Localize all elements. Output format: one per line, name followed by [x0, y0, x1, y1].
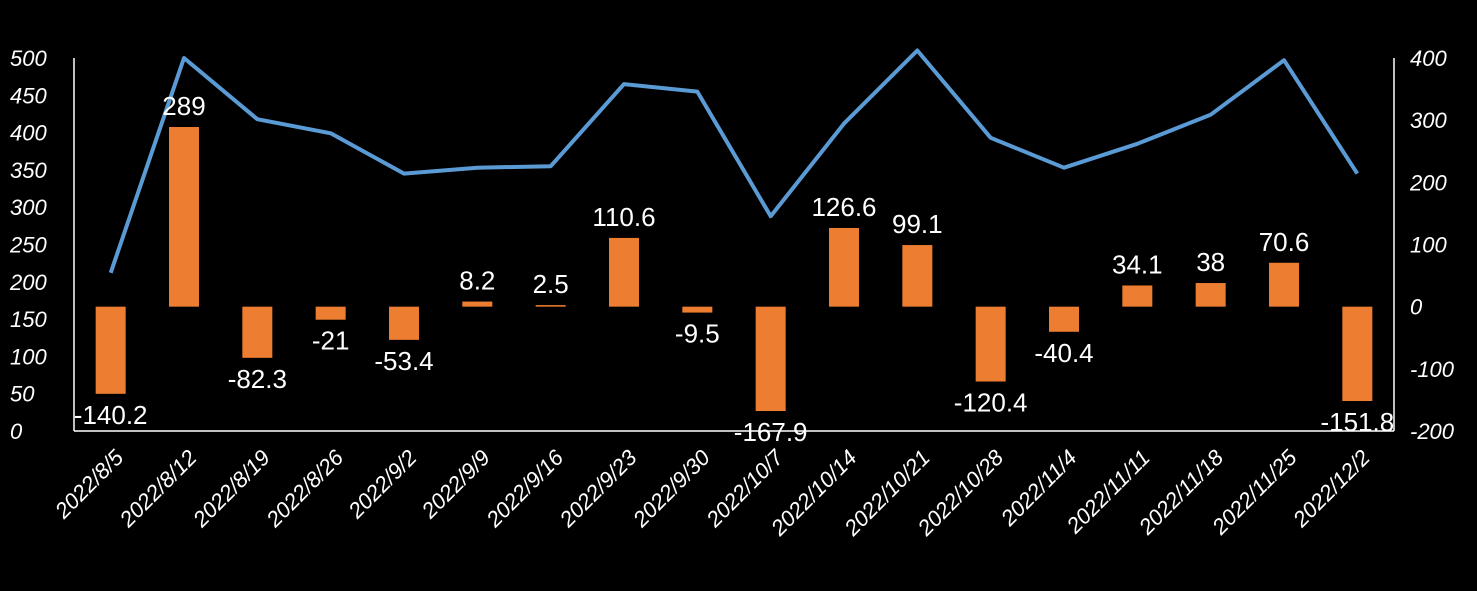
- right-tick-label: 400: [1410, 46, 1447, 71]
- x-tick-label: 2022/9/2: [343, 445, 422, 524]
- x-tick-label: 2022/9/23: [554, 444, 642, 532]
- bar: [682, 306, 713, 313]
- left-tick-label: 100: [10, 344, 47, 369]
- bar: [755, 306, 786, 412]
- bar-data-label: 99.1: [892, 209, 943, 239]
- bar: [1122, 285, 1153, 307]
- bar: [242, 306, 273, 358]
- bar-series: [95, 127, 1373, 412]
- right-tick-label: 0: [1410, 295, 1423, 320]
- bar: [609, 237, 639, 307]
- bar-data-label: -120.4: [954, 388, 1028, 418]
- bar-data-label: 126.6: [811, 192, 876, 222]
- left-tick-label: 50: [10, 382, 35, 407]
- bar: [169, 127, 199, 307]
- left-tick-label: 450: [10, 83, 47, 108]
- bar: [462, 301, 493, 307]
- bar: [95, 306, 126, 394]
- left-tick-label: 250: [9, 233, 47, 258]
- bar: [389, 306, 419, 340]
- bar-data-label: -21: [312, 326, 350, 356]
- right-tick-label: -100: [1410, 357, 1455, 382]
- left-tick-label: 200: [9, 270, 47, 295]
- x-tick-label: 2022/12/2: [1287, 445, 1375, 533]
- bar-data-label: 70.6: [1259, 227, 1310, 257]
- bar-data-label: 8.2: [459, 266, 495, 296]
- data-labels: -140.2 289 -82.3 -21 -53.4 8.2 2.5 110.6 -9.5 -16…: [74, 91, 1394, 447]
- left-tick-label: 300: [10, 195, 47, 220]
- bar-data-label: 34.1: [1112, 249, 1163, 279]
- right-tick-label: 100: [1410, 233, 1447, 258]
- bar-data-label: 2.5: [533, 269, 569, 299]
- right-y-axis: 400 300 200 100 0 -100 -200: [1393, 46, 1455, 444]
- x-tick-label: 2022/8/26: [261, 444, 349, 532]
- left-tick-label: 500: [10, 46, 47, 71]
- right-tick-label: 300: [1410, 108, 1447, 133]
- right-tick-label: 200: [1409, 170, 1447, 195]
- bar-data-label: 289: [162, 91, 205, 121]
- bar: [1049, 306, 1079, 332]
- x-tick-label: 2022/9/30: [627, 444, 715, 532]
- bar-data-label: 38: [1196, 247, 1225, 277]
- bar-data-label: -140.2: [74, 400, 148, 430]
- bar-data-label: -40.4: [1034, 338, 1093, 368]
- bar-data-label: -167.9: [734, 417, 808, 447]
- left-tick-label: 0: [10, 419, 23, 444]
- bar-data-label: -53.4: [374, 346, 433, 376]
- left-tick-label: 400: [10, 121, 47, 146]
- x-axis: 2022/8/52022/8/122022/8/192022/8/262022/…: [49, 430, 1394, 541]
- bar-data-label: -151.8: [1320, 407, 1394, 437]
- bar-data-label: -82.3: [228, 364, 287, 394]
- bar-data-label: 110.6: [592, 202, 655, 232]
- bar: [315, 306, 346, 320]
- x-tick-label: 2022/8/19: [187, 445, 275, 533]
- left-tick-label: 150: [10, 307, 47, 332]
- bar: [1342, 306, 1373, 402]
- left-tick-label: 350: [10, 158, 47, 183]
- bar: [975, 306, 1006, 382]
- bar: [1269, 262, 1299, 307]
- x-tick-label: 2022/9/16: [481, 444, 569, 532]
- bar: [535, 305, 566, 307]
- bar-data-label: -9.5: [675, 319, 720, 349]
- right-tick-label: -200: [1410, 419, 1455, 444]
- line-path: [108, 48, 1359, 274]
- bar: [829, 227, 859, 307]
- bar: [1195, 283, 1226, 307]
- bar: [902, 245, 933, 307]
- line-series: [108, 48, 1359, 274]
- x-tick-label: 2022/8/12: [114, 445, 202, 533]
